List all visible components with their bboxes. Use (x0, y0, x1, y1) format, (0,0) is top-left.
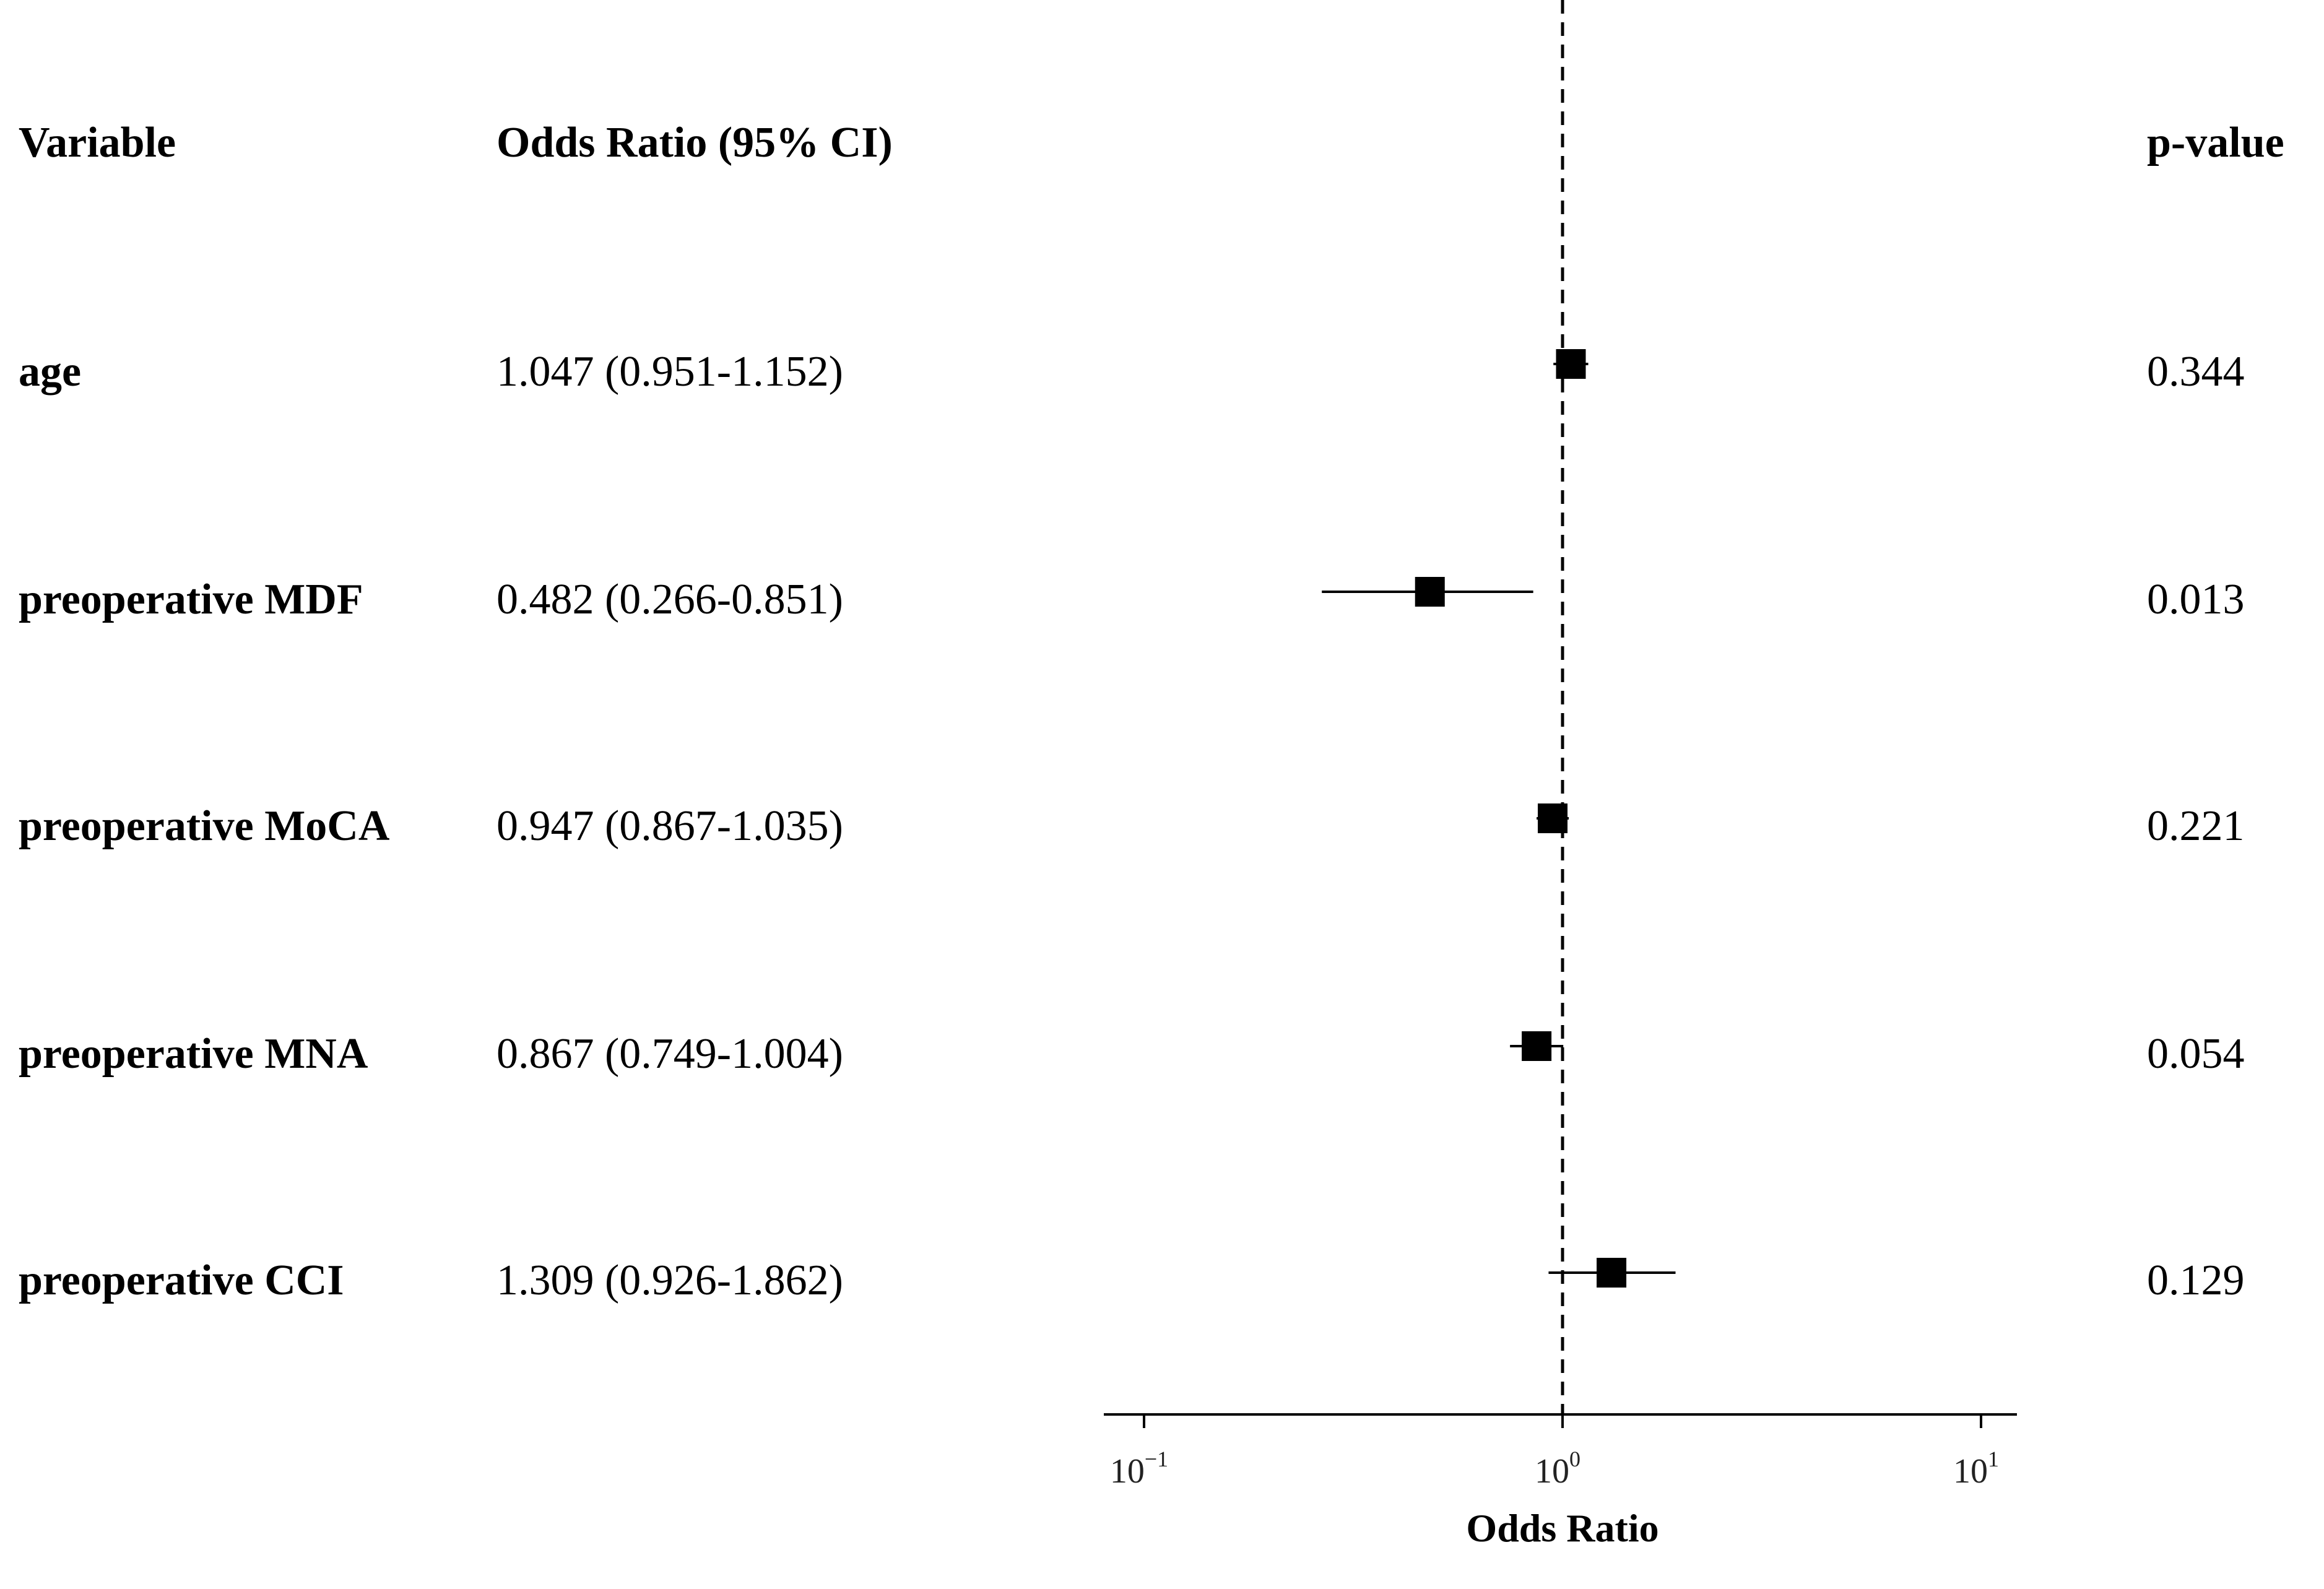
row-p-value-mna: 0.054 (2147, 1030, 2245, 1078)
row-p-value-moca: 0.221 (2147, 802, 2245, 850)
row-or-ci-moca: 0.947 (0.867-1.035) (496, 802, 843, 850)
row-variable-mdf: preoperative MDF (19, 576, 363, 623)
odds-ratio-point (1415, 577, 1445, 607)
x-tick-label: 100 (1535, 1447, 1580, 1491)
odds-ratio-point (1538, 803, 1568, 833)
odds-ratio-point (1597, 1258, 1627, 1288)
row-p-value-mdf: 0.013 (2147, 576, 2245, 623)
header-p-value: p-value (2147, 119, 2284, 167)
odds-ratio-point (1556, 349, 1586, 379)
forest-marks (1322, 349, 1676, 1288)
row-variable-moca: preoperative MoCA (19, 802, 390, 850)
row-or-ci-cci: 1.309 (0.926-1.862) (496, 1257, 843, 1304)
row-p-value-cci: 0.129 (2147, 1257, 2245, 1304)
row-or-ci-mdf: 0.482 (0.266-0.851) (496, 576, 843, 623)
x-axis-ticks: 10−1 100 101 (1110, 1414, 1999, 1491)
odds-ratio-point (1522, 1031, 1552, 1061)
row-p-value-age: 0.344 (2147, 348, 2245, 396)
x-tick-label: 101 (1953, 1447, 1999, 1491)
row-variable-age: age (19, 348, 82, 396)
x-tick-label: 10−1 (1110, 1447, 1168, 1491)
header-odds-ratio: Odds Ratio (95% CI) (496, 119, 893, 167)
x-axis-title: Odds Ratio (1466, 1506, 1658, 1550)
header-variable: Variable (19, 119, 176, 167)
row-or-ci-mna: 0.867 (0.749-1.004) (496, 1030, 843, 1078)
row-variable-mna: preoperative MNA (19, 1030, 368, 1078)
row-variable-cci: preoperative CCI (19, 1257, 344, 1304)
row-or-ci-age: 1.047 (0.951-1.152) (496, 348, 843, 396)
